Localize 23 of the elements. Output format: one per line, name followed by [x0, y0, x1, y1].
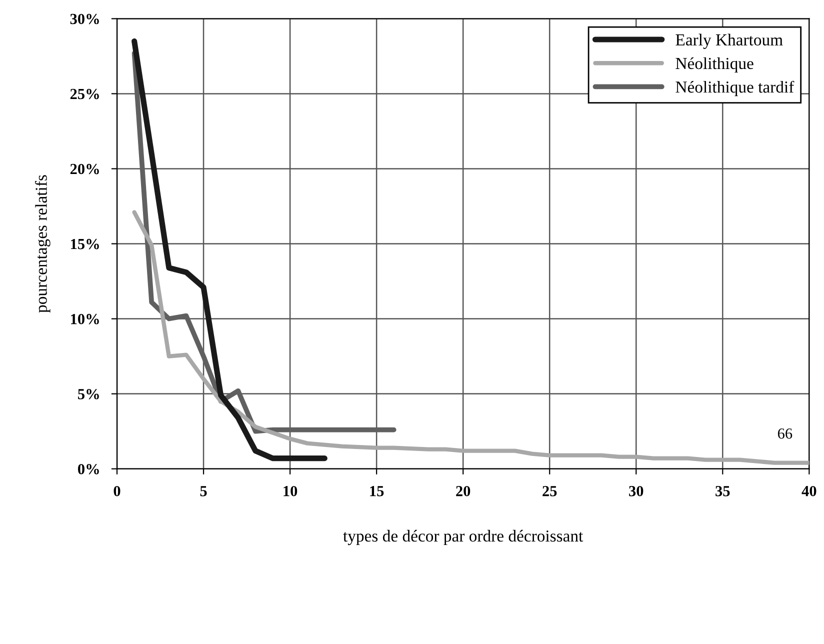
x-tick-label: 20	[456, 486, 470, 496]
x-tick-label: 0	[114, 486, 120, 496]
legend-label: Néolithique	[676, 57, 754, 72]
y-tick-label: 30%	[70, 14, 99, 24]
annotation: 66	[778, 428, 792, 439]
y-tick-label: 15%	[71, 238, 99, 250]
x-tick-label: 5	[200, 486, 207, 496]
y-tick-label: 0%	[78, 464, 99, 474]
y-tick-label: 10%	[71, 314, 99, 324]
y-tick-label: 25%	[70, 88, 99, 100]
x-tick-label: 15	[370, 486, 384, 496]
x-tick-label: 25	[542, 486, 557, 496]
x-axis-title: types de décor par ordre décroissant	[343, 530, 584, 546]
x-tick-label: 35	[716, 486, 730, 496]
y-axis-title: pourcentages relatifs	[35, 175, 50, 313]
x-tick-label: 30	[629, 486, 644, 496]
legend-label: Early Khartoum	[676, 34, 783, 49]
x-tick-label: 40	[802, 486, 816, 496]
legend-label: Néolithique tardif	[676, 80, 794, 96]
y-tick-label: 20%	[70, 164, 99, 174]
x-tick-label: 10	[284, 486, 298, 496]
y-tick-label: 5%	[78, 388, 99, 400]
line-series	[132, 210, 810, 465]
